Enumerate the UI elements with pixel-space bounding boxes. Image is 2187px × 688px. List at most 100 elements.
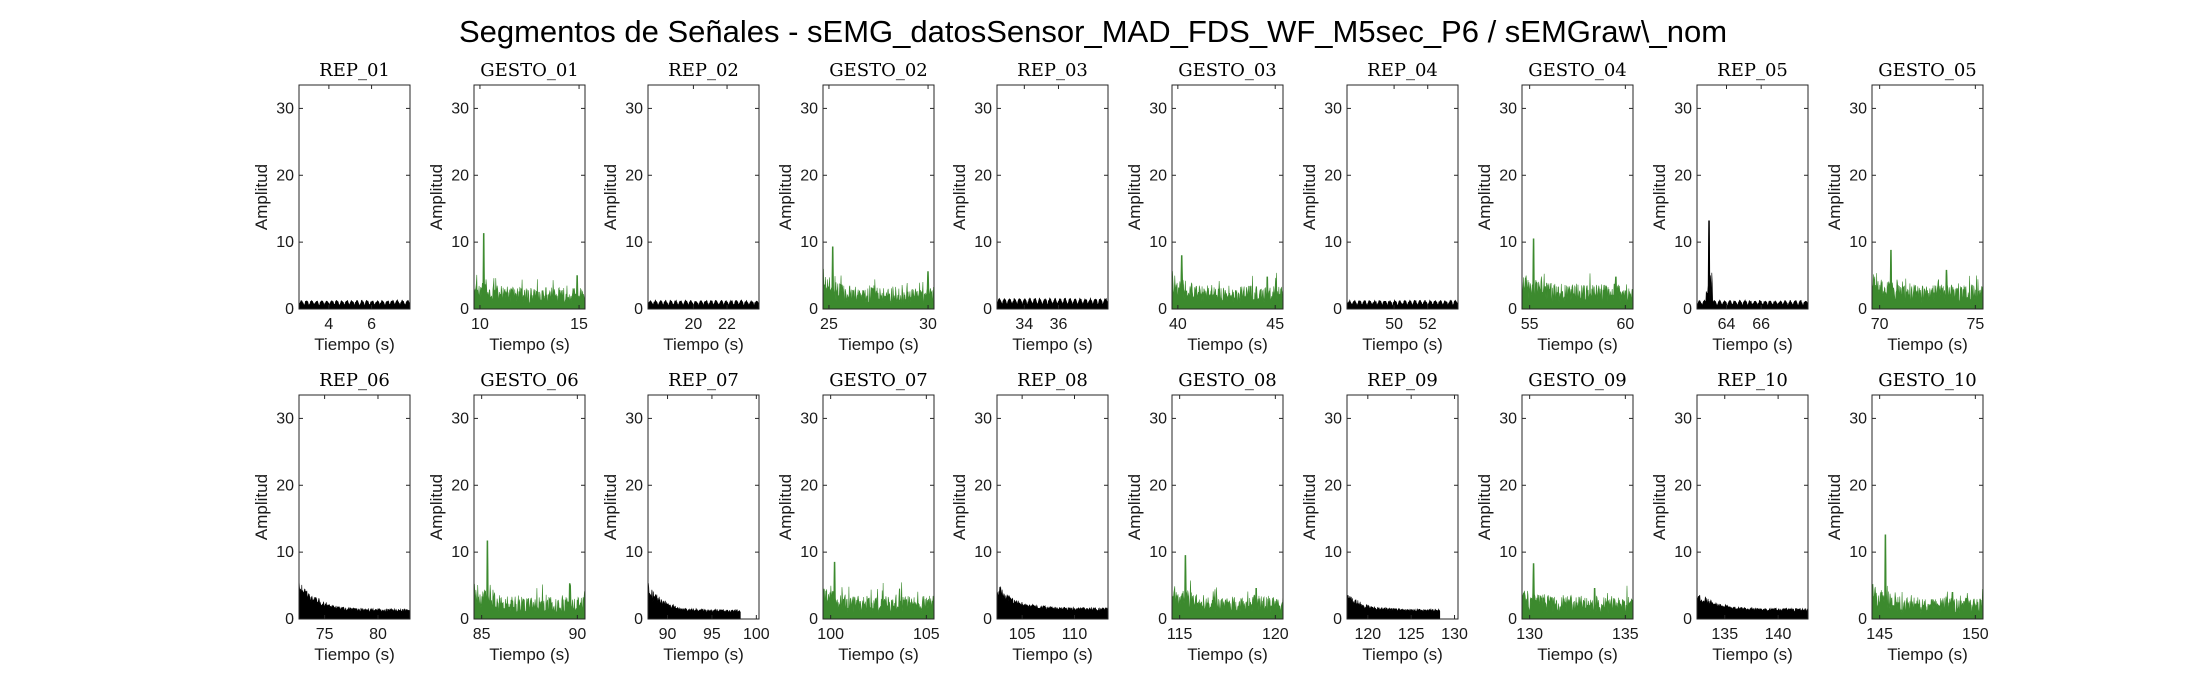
- y-tick-label: 20: [1324, 167, 1342, 184]
- subplot-title: REP_06: [319, 370, 390, 391]
- y-tick-label: 20: [1849, 167, 1867, 184]
- y-tick-label: 20: [451, 477, 469, 494]
- y-axis-label: Amplitud: [1475, 474, 1494, 540]
- plot-area: [648, 395, 759, 619]
- x-axis-label: Tiempo (s): [1187, 645, 1268, 664]
- y-tick-label: 30: [1324, 100, 1342, 117]
- subplot: 0 10 20 30 20 22 REP_02 Tiempo (s) Amplitud: [601, 60, 760, 354]
- signal-series: [1522, 563, 1633, 619]
- y-axis-label: Amplitud: [427, 474, 446, 540]
- x-tick-label: 115: [1167, 626, 1193, 643]
- y-tick-label: 10: [451, 234, 469, 251]
- y-tick-label: 30: [974, 410, 992, 427]
- x-tick-label: 90: [659, 626, 677, 643]
- plot-area: [823, 395, 934, 619]
- y-axis-label: Amplitud: [1825, 474, 1844, 540]
- y-axis-label: Amplitud: [950, 164, 969, 230]
- x-tick-label: 125: [1398, 626, 1425, 643]
- axes-box: [1171, 394, 1284, 620]
- subplot-title: GESTO_09: [1528, 370, 1627, 391]
- y-tick-label: 0: [1158, 611, 1167, 628]
- y-tick-label: 10: [1499, 234, 1517, 251]
- axes-box: [298, 84, 411, 310]
- x-tick-label: 40: [1169, 316, 1187, 333]
- x-tick-label: 105: [1009, 626, 1036, 643]
- subplot-title: REP_01: [319, 60, 390, 81]
- x-tick-label: 95: [703, 626, 721, 643]
- plot-area: [1697, 395, 1808, 619]
- signal-series: [997, 586, 1108, 619]
- subplot-title: REP_02: [668, 60, 739, 81]
- y-tick-label: 20: [1499, 477, 1517, 494]
- plot-area: [648, 85, 759, 309]
- axes-box: [647, 84, 760, 310]
- x-tick-label: 120: [1354, 626, 1381, 643]
- x-tick-label: 20: [685, 316, 703, 333]
- y-axis-label: Amplitud: [1475, 164, 1494, 230]
- x-axis-label: Tiempo (s): [1012, 335, 1093, 354]
- subplot-title: GESTO_06: [480, 370, 579, 391]
- subplot: 0 10 20 30 75 80 REP_06 Tiempo (s) Amplitud: [252, 370, 411, 664]
- subplot: 0 10 20 30 55 60 GESTO_04 Tiempo (s) Amplitud: [1475, 60, 1634, 354]
- subplot-title: REP_05: [1717, 60, 1788, 81]
- subplot: 0 10 20 30 90 95 100 REP_07 Tiempo (s) Amplitud: [601, 370, 770, 664]
- plot-area: [997, 85, 1108, 309]
- x-tick-label: 150: [1962, 626, 1989, 643]
- subplot-title: REP_09: [1367, 370, 1438, 391]
- x-tick-label: 45: [1266, 316, 1284, 333]
- y-tick-label: 20: [1324, 477, 1342, 494]
- x-tick-label: 90: [568, 626, 586, 643]
- y-tick-label: 30: [625, 100, 643, 117]
- subplot-title: REP_04: [1367, 60, 1438, 81]
- y-tick-label: 10: [1849, 234, 1867, 251]
- y-tick-label: 10: [276, 234, 294, 251]
- y-tick-label: 0: [983, 611, 992, 628]
- y-axis-label: Amplitud: [1300, 164, 1319, 230]
- x-axis-label: Tiempo (s): [489, 335, 570, 354]
- plot-area: [1522, 395, 1633, 619]
- y-tick-label: 10: [1149, 234, 1167, 251]
- y-axis-label: Amplitud: [1125, 164, 1144, 230]
- y-tick-label: 0: [1158, 301, 1167, 318]
- x-tick-label: 145: [1866, 626, 1893, 643]
- subplot-title: REP_07: [668, 370, 739, 391]
- x-axis-label: Tiempo (s): [1712, 645, 1793, 664]
- signal-series: [648, 299, 759, 309]
- axes-box: [647, 394, 760, 620]
- axes-box: [473, 84, 586, 310]
- subplot-title: GESTO_01: [480, 60, 579, 81]
- y-tick-label: 20: [974, 167, 992, 184]
- axes-box: [298, 394, 411, 620]
- subplot-title: GESTO_08: [1178, 370, 1277, 391]
- axes-box: [1346, 394, 1459, 620]
- y-tick-label: 20: [800, 167, 818, 184]
- y-tick-label: 30: [1849, 410, 1867, 427]
- signal-series: [1172, 255, 1283, 309]
- y-tick-label: 20: [974, 477, 992, 494]
- signal-series: [1522, 238, 1633, 309]
- y-tick-label: 0: [460, 611, 469, 628]
- x-tick-label: 120: [1262, 626, 1289, 643]
- subplot: 0 10 20 30 115 120 GESTO_08 Tiempo (s) Amplitud: [1125, 370, 1289, 664]
- x-axis-label: Tiempo (s): [1362, 645, 1443, 664]
- signal-series: [1872, 534, 1983, 619]
- y-tick-label: 30: [276, 100, 294, 117]
- y-tick-label: 10: [451, 544, 469, 561]
- y-tick-label: 10: [974, 234, 992, 251]
- y-tick-label: 20: [451, 167, 469, 184]
- y-axis-label: Amplitud: [1825, 164, 1844, 230]
- axes-box: [1696, 394, 1809, 620]
- y-axis-label: Amplitud: [1650, 164, 1669, 230]
- subplot-title: REP_03: [1017, 60, 1088, 81]
- y-tick-label: 20: [1674, 477, 1692, 494]
- y-tick-label: 10: [625, 544, 643, 561]
- x-tick-label: 50: [1385, 316, 1403, 333]
- x-tick-label: 100: [817, 626, 844, 643]
- y-tick-label: 20: [1849, 477, 1867, 494]
- y-axis-label: Amplitud: [776, 164, 795, 230]
- axes-box: [1521, 84, 1634, 310]
- signal-series: [648, 583, 741, 619]
- y-tick-label: 0: [1333, 611, 1342, 628]
